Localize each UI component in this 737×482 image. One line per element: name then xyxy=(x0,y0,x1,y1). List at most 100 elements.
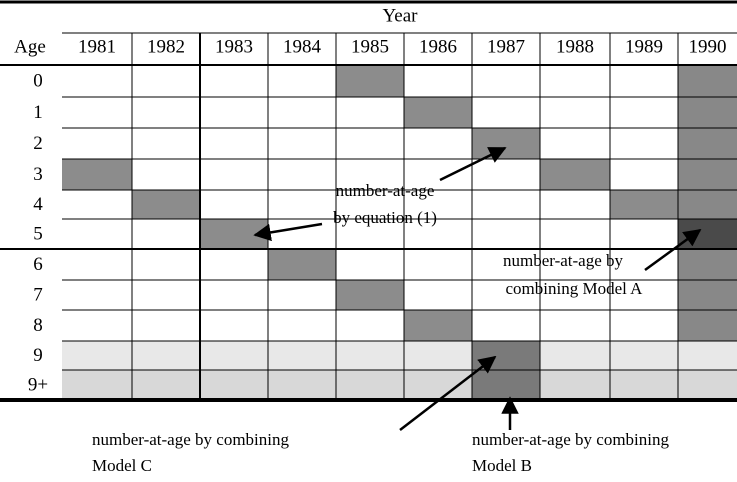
cell xyxy=(336,159,404,190)
arrow xyxy=(399,355,497,431)
cell xyxy=(678,65,737,97)
cell xyxy=(678,159,737,190)
cell xyxy=(610,219,678,249)
annotation: number-at-age xyxy=(336,181,435,200)
cell xyxy=(678,190,737,219)
cell xyxy=(268,219,336,249)
cell xyxy=(404,310,472,341)
arrow xyxy=(439,146,507,182)
year-label: 1983 xyxy=(215,36,253,57)
cell xyxy=(610,159,678,190)
cell xyxy=(62,370,132,400)
cell xyxy=(336,249,404,280)
year-label: 1989 xyxy=(625,36,663,57)
cell xyxy=(336,370,404,400)
cell xyxy=(132,249,200,280)
cell xyxy=(336,190,404,219)
cell xyxy=(540,310,610,341)
cell xyxy=(610,280,678,310)
cell xyxy=(678,370,737,400)
cell xyxy=(268,128,336,159)
cell xyxy=(404,280,472,310)
cell xyxy=(62,219,132,249)
cell xyxy=(336,97,404,128)
cell xyxy=(678,219,737,249)
cell xyxy=(540,128,610,159)
cell xyxy=(404,370,472,400)
cell xyxy=(132,341,200,370)
cell xyxy=(472,128,540,159)
age-label: 4 xyxy=(33,194,43,215)
year-label: 1986 xyxy=(419,36,457,57)
annotation: by equation (1) xyxy=(333,208,437,227)
cell xyxy=(268,310,336,341)
cell xyxy=(62,280,132,310)
cell xyxy=(404,65,472,97)
cell xyxy=(268,249,336,280)
age-header: Age xyxy=(14,36,46,57)
cell xyxy=(336,219,404,249)
cell xyxy=(268,341,336,370)
cell xyxy=(336,280,404,310)
cell xyxy=(472,159,540,190)
age-label: 5 xyxy=(33,223,43,244)
cell xyxy=(472,310,540,341)
cell xyxy=(200,159,268,190)
cell xyxy=(62,190,132,219)
cell xyxy=(472,97,540,128)
cell xyxy=(62,97,132,128)
cell xyxy=(132,219,200,249)
age-label: 0 xyxy=(33,70,43,91)
age-label: 3 xyxy=(33,164,43,185)
cell xyxy=(404,128,472,159)
cell xyxy=(200,310,268,341)
cell xyxy=(540,249,610,280)
age-label: 6 xyxy=(33,254,43,275)
cell xyxy=(404,249,472,280)
cell xyxy=(540,370,610,400)
cell xyxy=(132,370,200,400)
cell xyxy=(132,280,200,310)
age-label: 2 xyxy=(33,133,43,154)
arrow xyxy=(644,228,702,272)
age-label: 9+ xyxy=(28,374,48,395)
year-label: 1982 xyxy=(147,36,185,57)
cell xyxy=(540,159,610,190)
annotation: number-at-age by combining xyxy=(472,430,669,449)
cell xyxy=(200,249,268,280)
cell xyxy=(268,370,336,400)
cell xyxy=(540,219,610,249)
cell xyxy=(610,65,678,97)
cell xyxy=(62,249,132,280)
year-label: 1988 xyxy=(556,36,594,57)
cell xyxy=(62,128,132,159)
cell xyxy=(610,310,678,341)
cell xyxy=(268,159,336,190)
cell xyxy=(200,370,268,400)
cell xyxy=(540,97,610,128)
age-label: 8 xyxy=(33,315,43,336)
cell xyxy=(678,128,737,159)
age-label: 7 xyxy=(33,284,43,305)
cell xyxy=(610,190,678,219)
cell xyxy=(268,97,336,128)
cell xyxy=(472,370,540,400)
cell xyxy=(404,190,472,219)
cell xyxy=(200,190,268,219)
cell xyxy=(336,65,404,97)
cell xyxy=(472,219,540,249)
cell xyxy=(540,190,610,219)
cell xyxy=(678,249,737,280)
cell xyxy=(610,370,678,400)
age-label: 9 xyxy=(33,345,43,366)
cell xyxy=(62,65,132,97)
cell xyxy=(200,341,268,370)
cell xyxy=(472,249,540,280)
cell xyxy=(62,159,132,190)
cell xyxy=(610,341,678,370)
annotation: Model B xyxy=(472,456,532,475)
year-label: 1981 xyxy=(78,36,116,57)
annotation: number-at-age by xyxy=(503,251,624,270)
cell xyxy=(404,341,472,370)
